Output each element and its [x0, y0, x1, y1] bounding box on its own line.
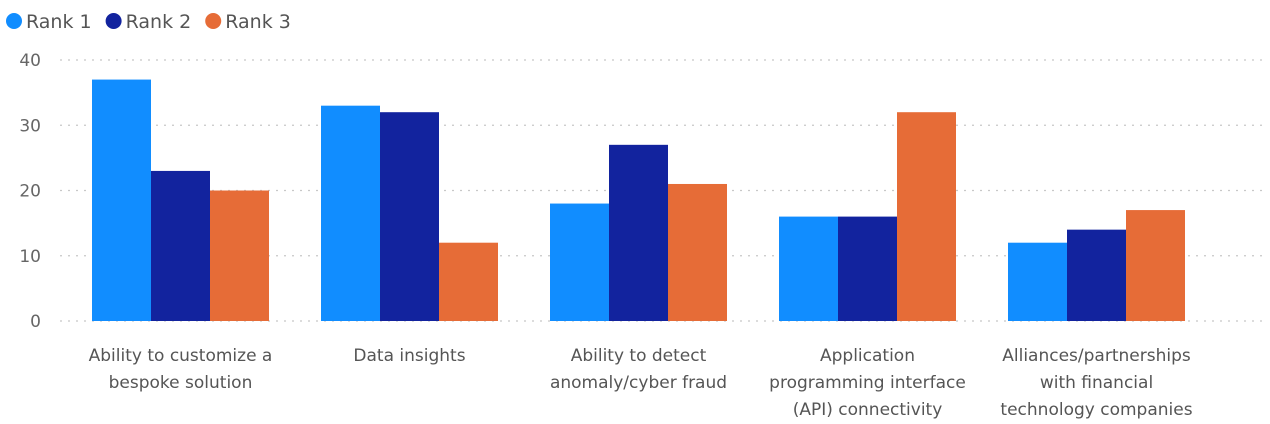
- bar-rank-1-cat-0: [92, 79, 151, 321]
- bar-rank-3-cat-4: [1126, 210, 1185, 321]
- bar-rank-2-cat-3: [838, 216, 897, 321]
- legend: Rank 1 Rank 2 Rank 3: [6, 11, 291, 33]
- bar-rank-2-cat-0: [151, 170, 210, 321]
- bar-rank-1-cat-3: [779, 216, 838, 321]
- y-tick-label: 20: [19, 182, 41, 202]
- x-category-label: technology companies: [1000, 400, 1192, 420]
- bar-rank-3-cat-3: [897, 112, 956, 321]
- y-tick-label: 10: [19, 247, 41, 267]
- bar-rank-1-cat-2: [550, 203, 609, 321]
- bar-rank-2-cat-2: [609, 144, 668, 321]
- x-category-label: (API) connectivity: [793, 400, 943, 420]
- x-category-label: bespoke solution: [109, 373, 253, 393]
- y-axis: 0 10 20 30 40: [19, 51, 41, 332]
- x-category-label: anomaly/cyber fraud: [550, 373, 727, 393]
- y-tick-label: 0: [30, 312, 41, 332]
- bar-rank-2-cat-4: [1067, 229, 1126, 321]
- x-axis: Ability to customize a bespoke solution Da…: [89, 346, 1193, 420]
- x-category-label: Ability to detect: [571, 346, 707, 366]
- legend-rank-2-label: Rank 2: [126, 11, 192, 33]
- legend-rank-2-swatch: [105, 13, 122, 29]
- x-category-label: Data insights: [353, 346, 465, 366]
- legend-rank-1-swatch: [6, 13, 22, 29]
- bar-rank-1-cat-4: [1008, 242, 1067, 321]
- bar-rank-3-cat-1: [439, 242, 498, 321]
- y-tick-label: 30: [19, 116, 41, 136]
- bar-rank-1-cat-1: [321, 105, 380, 321]
- x-category-label: Application: [820, 346, 915, 366]
- x-category-label: programming interface: [769, 373, 966, 393]
- bars: [92, 79, 1185, 321]
- bar-rank-3-cat-2: [668, 183, 727, 321]
- x-category-label: Alliances/partnerships: [1002, 346, 1191, 366]
- x-category-label: Ability to customize a: [89, 346, 273, 366]
- y-tick-label: 40: [19, 51, 41, 71]
- legend-rank-3-swatch: [205, 13, 222, 29]
- bar-rank-2-cat-1: [380, 112, 439, 321]
- legend-rank-3-label: Rank 3: [225, 11, 291, 33]
- bar-rank-3-cat-0: [210, 190, 269, 321]
- legend-rank-1-label: Rank 1: [26, 11, 92, 33]
- x-category-label: with financial: [1040, 373, 1153, 393]
